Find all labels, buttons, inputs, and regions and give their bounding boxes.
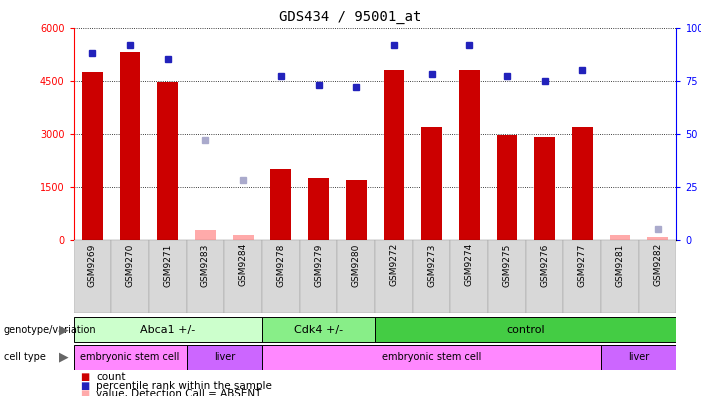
Bar bbox=[158, 82, 178, 240]
Text: GSM9280: GSM9280 bbox=[352, 243, 361, 287]
Text: GSM9271: GSM9271 bbox=[163, 243, 172, 287]
Bar bbox=[564, 240, 601, 313]
Text: GSM9269: GSM9269 bbox=[88, 243, 97, 287]
Bar bbox=[647, 237, 668, 240]
Text: GSM9284: GSM9284 bbox=[238, 243, 247, 286]
Text: GSM9270: GSM9270 bbox=[125, 243, 135, 287]
Bar bbox=[601, 240, 639, 313]
Text: GSM9281: GSM9281 bbox=[615, 243, 625, 287]
Bar bbox=[111, 240, 149, 313]
Bar bbox=[224, 240, 262, 313]
Bar bbox=[233, 235, 254, 240]
Bar bbox=[337, 240, 375, 313]
Text: GSM9278: GSM9278 bbox=[276, 243, 285, 287]
Bar bbox=[375, 240, 413, 313]
Text: ▶: ▶ bbox=[59, 351, 69, 364]
Text: control: control bbox=[506, 325, 545, 335]
Text: cell type: cell type bbox=[4, 352, 46, 362]
Bar bbox=[82, 72, 103, 240]
Bar bbox=[186, 345, 262, 370]
Text: Abca1 +/-: Abca1 +/- bbox=[140, 325, 196, 335]
Bar bbox=[413, 240, 450, 313]
Text: ▶: ▶ bbox=[59, 323, 69, 336]
Text: ■: ■ bbox=[81, 381, 90, 391]
Bar bbox=[308, 178, 329, 240]
Bar bbox=[120, 52, 140, 240]
Bar bbox=[195, 230, 216, 240]
Text: embryonic stem cell: embryonic stem cell bbox=[382, 352, 482, 362]
Text: GSM9282: GSM9282 bbox=[653, 243, 662, 286]
Bar bbox=[488, 240, 526, 313]
Bar bbox=[639, 240, 676, 313]
Bar bbox=[459, 70, 479, 240]
Text: value, Detection Call = ABSENT: value, Detection Call = ABSENT bbox=[96, 389, 261, 396]
Bar bbox=[262, 317, 375, 342]
Bar bbox=[610, 235, 630, 240]
Text: ■: ■ bbox=[81, 389, 90, 396]
Bar bbox=[383, 70, 404, 240]
Text: GDS434 / 95001_at: GDS434 / 95001_at bbox=[279, 10, 422, 24]
Text: GSM9272: GSM9272 bbox=[389, 243, 398, 286]
Bar bbox=[375, 317, 676, 342]
Text: GSM9276: GSM9276 bbox=[540, 243, 549, 287]
Text: genotype/variation: genotype/variation bbox=[4, 325, 96, 335]
Text: embryonic stem cell: embryonic stem cell bbox=[81, 352, 180, 362]
Bar bbox=[496, 135, 517, 240]
Bar bbox=[74, 345, 186, 370]
Text: GSM9279: GSM9279 bbox=[314, 243, 323, 287]
Bar bbox=[262, 345, 601, 370]
Bar bbox=[262, 240, 299, 313]
Bar bbox=[74, 240, 111, 313]
Bar bbox=[74, 317, 262, 342]
Text: GSM9277: GSM9277 bbox=[578, 243, 587, 287]
Text: GSM9283: GSM9283 bbox=[201, 243, 210, 287]
Bar bbox=[534, 137, 555, 240]
Text: GSM9274: GSM9274 bbox=[465, 243, 474, 286]
Text: liver: liver bbox=[214, 352, 235, 362]
Bar bbox=[300, 240, 337, 313]
Text: ■: ■ bbox=[81, 372, 90, 382]
Text: liver: liver bbox=[628, 352, 649, 362]
Text: percentile rank within the sample: percentile rank within the sample bbox=[96, 381, 272, 391]
Bar bbox=[149, 240, 186, 313]
Text: GSM9273: GSM9273 bbox=[427, 243, 436, 287]
Bar bbox=[526, 240, 564, 313]
Bar bbox=[186, 240, 224, 313]
Bar bbox=[271, 169, 291, 240]
Bar bbox=[601, 345, 676, 370]
Bar bbox=[346, 179, 367, 240]
Text: Cdk4 +/-: Cdk4 +/- bbox=[294, 325, 343, 335]
Text: GSM9275: GSM9275 bbox=[503, 243, 512, 287]
Bar bbox=[421, 127, 442, 240]
Text: count: count bbox=[96, 372, 125, 382]
Bar bbox=[572, 127, 592, 240]
Bar bbox=[451, 240, 488, 313]
